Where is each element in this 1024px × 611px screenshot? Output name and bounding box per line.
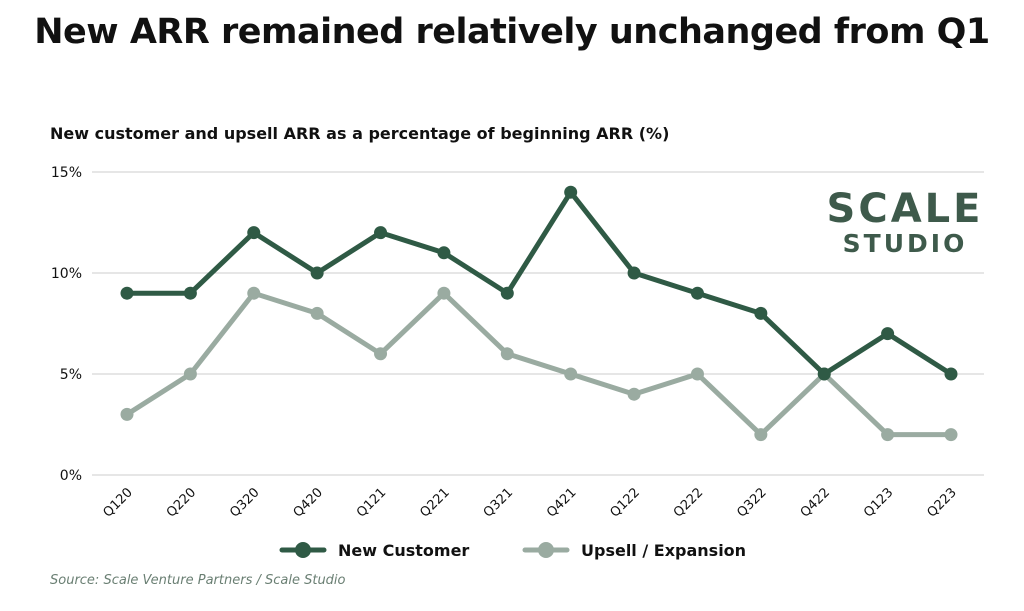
data-point-upsell-expansion [500, 347, 514, 361]
x-tick-label: Q223 [924, 485, 959, 520]
grid-lines [92, 171, 984, 476]
data-point-upsell-expansion [627, 387, 641, 401]
data-point-upsell-expansion [881, 428, 895, 442]
source-note: Source: Scale Venture Partners / Scale S… [50, 573, 346, 588]
chart-title: New ARR remained relatively unchanged fr… [34, 12, 990, 52]
chart-subtitle: New customer and upsell ARR as a percent… [50, 124, 670, 143]
data-point-upsell-expansion [310, 306, 324, 320]
data-point-new-customer [500, 286, 514, 300]
y-tick-label: 15% [51, 165, 82, 181]
x-tick-label: Q222 [671, 485, 706, 520]
data-point-new-customer [817, 367, 831, 381]
x-tick-label: Q420 [291, 485, 326, 520]
legend-label: Upsell / Expansion [581, 541, 746, 560]
data-point-new-customer [374, 226, 388, 240]
data-point-new-customer [310, 266, 324, 280]
legend-swatch-dot [538, 542, 554, 558]
logo: SCALE STUDIO [827, 186, 984, 258]
data-point-new-customer [183, 286, 197, 300]
logo-text-studio: STUDIO [843, 229, 968, 258]
data-point-upsell-expansion [754, 428, 768, 442]
data-point-new-customer [754, 306, 768, 320]
legend: New Customer Upsell / Expansion [279, 541, 746, 560]
y-tick-label: 5% [60, 367, 82, 383]
y-axis-ticks: 15% 10% 5% 0% [51, 165, 82, 484]
series-line-upsell-expansion [124, 290, 954, 438]
data-point-upsell-expansion [944, 428, 958, 442]
series-group [120, 185, 958, 442]
x-tick-label: Q123 [861, 485, 896, 520]
data-point-new-customer [247, 226, 261, 240]
data-point-new-customer [120, 286, 134, 300]
data-point-upsell-expansion [564, 367, 578, 381]
data-point-new-customer [690, 286, 704, 300]
x-tick-label: Q221 [417, 485, 452, 520]
data-point-new-customer [881, 327, 895, 341]
x-tick-label: Q421 [544, 485, 579, 520]
legend-swatch-dot [295, 542, 311, 558]
data-point-upsell-expansion [374, 347, 388, 361]
series-line-new-customer [124, 189, 954, 377]
y-tick-label: 0% [60, 468, 82, 484]
x-tick-label: Q321 [481, 485, 516, 520]
x-tick-label: Q122 [608, 485, 643, 520]
x-tick-label: Q320 [227, 485, 262, 520]
y-tick-label: 10% [51, 266, 82, 282]
x-tick-label: Q322 [734, 485, 769, 520]
x-tick-label: Q422 [798, 485, 833, 520]
legend-item-upsell-expansion: Upsell / Expansion [522, 541, 746, 560]
x-axis-ticks: Q120 Q220 Q320 Q420 Q121 Q221 Q321 Q421 Q122 Q222… [100, 485, 959, 520]
data-point-upsell-expansion [183, 367, 197, 381]
legend-item-new-customer: New Customer [279, 541, 469, 560]
logo-text-scale: SCALE [827, 186, 984, 232]
x-tick-label: Q220 [164, 485, 199, 520]
data-point-upsell-expansion [120, 407, 134, 421]
data-point-upsell-expansion [437, 286, 451, 300]
data-point-upsell-expansion [690, 367, 704, 381]
data-point-upsell-expansion [247, 286, 261, 300]
x-tick-label: Q121 [354, 485, 389, 520]
data-point-new-customer [627, 266, 641, 280]
data-point-new-customer [437, 246, 451, 260]
data-point-new-customer [564, 185, 578, 199]
data-point-new-customer [944, 367, 958, 381]
legend-label: New Customer [338, 541, 469, 560]
x-tick-label: Q120 [100, 485, 135, 520]
